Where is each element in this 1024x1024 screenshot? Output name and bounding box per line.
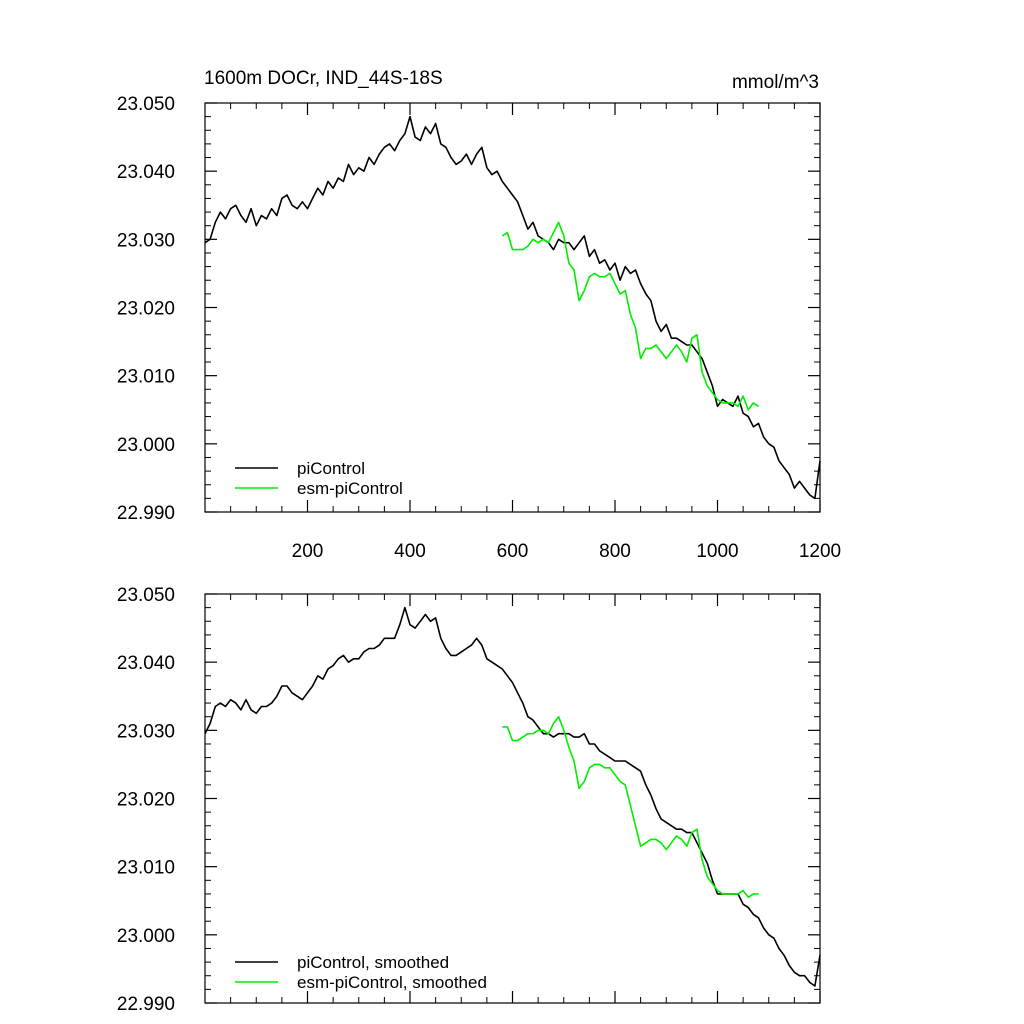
y-tick-label: 23.010 [117,858,175,879]
plot-frame [204,102,821,513]
y-tick-label: 23.040 [117,653,175,674]
y-tick-label: 23.040 [117,162,175,183]
legend-label: piControl, smoothed [297,953,449,972]
x-tick-label: 200 [292,541,324,562]
y-tick-label: 23.030 [117,721,175,742]
x-tick-label: 800 [599,541,631,562]
units-label: mmol/m^3 [732,72,819,93]
x-tick-label: 1000 [696,541,738,562]
top-panel: 200 400 600 800 1000 1200 23.050 23.040 23.030 23… [117,68,841,562]
series-line-esm-picontrol [501,221,759,411]
legend-label: esm-piControl, smoothed [297,973,487,992]
series-line-picontrol [204,115,821,500]
x-tick-label: 400 [394,541,426,562]
y-tick-label: 23.050 [117,94,175,115]
y-tick-label: 23.020 [117,299,175,320]
y-tick-label: 23.000 [117,926,175,947]
y-tick-label: 22.990 [117,994,175,1015]
legend-label: esm-piControl [297,479,403,498]
plot-frame [204,593,821,1004]
chart-title: 1600m DOCr, IND_44S-18S [204,68,443,89]
y-tick-label: 23.000 [117,435,175,456]
x-tick-label: 1200 [799,541,841,562]
series-line-esm-picontrol [502,715,759,899]
legend-label: piControl [297,459,365,478]
x-tick-label: 600 [497,541,529,562]
series-line-picontrol [204,606,821,987]
y-tick-label: 23.050 [117,585,175,606]
bottom-panel: 23.050 23.040 23.030 23.020 23.010 23.000 22.9… [117,585,821,1015]
y-tick-label: 23.020 [117,790,175,811]
y-tick-label: 23.030 [117,230,175,251]
y-tick-label: 23.010 [117,367,175,388]
y-tick-label: 22.990 [117,503,175,524]
